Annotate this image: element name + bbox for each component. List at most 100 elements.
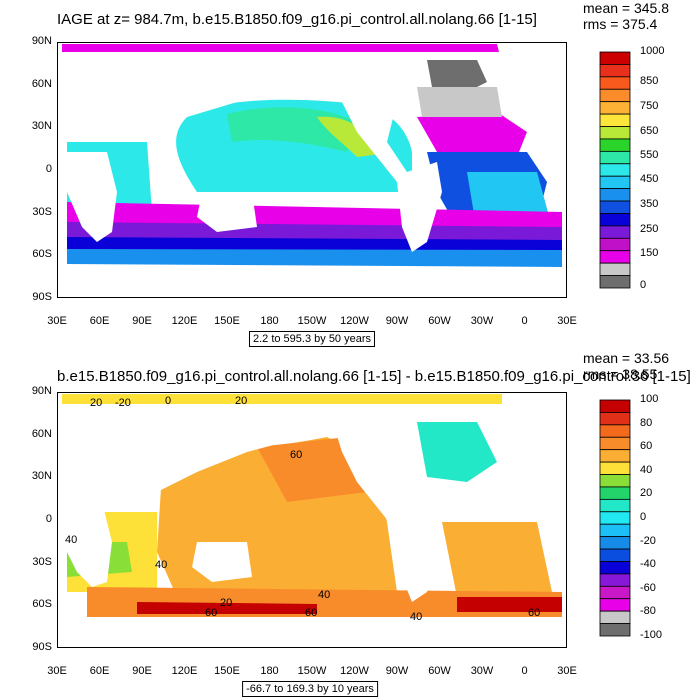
panel-2-x-tick-label: 60E (89, 665, 110, 677)
colorbar-swatch (599, 498, 631, 513)
panel-1-x-tick-label: 60E (89, 315, 110, 327)
panel-2-x-tick-label: 150W (297, 665, 327, 677)
colorbar-swatch (599, 412, 631, 426)
panel-2-y-tick-label: 60S (32, 598, 52, 611)
panel-2-y-tick-label: 30N (31, 470, 52, 483)
colorbar-label: 40 (640, 463, 653, 476)
colorbar-label: 450 (640, 173, 659, 185)
panel-1-x-tick-label: 30E (47, 315, 67, 327)
panel-2-range-label: -66.7 to 169.3 by 10 years (242, 681, 378, 697)
panel-2-y-tick-label: 30S (32, 555, 52, 568)
colorbar-swatch (599, 150, 631, 165)
panel-2-asia (57, 404, 327, 492)
panel-2-title: b.e15.B1850.f09_g16.pi_control.all.nolan… (57, 368, 691, 385)
panel-2-contour-label: 20 (235, 395, 248, 407)
panel-1-x-tick-label: 90W (385, 315, 409, 327)
panel-2-x-tick-label: 60W (428, 665, 451, 677)
panel-2-europe (497, 404, 562, 472)
panel-1-range-label: 2.2 to 595.3 by 50 years (248, 331, 376, 347)
colorbar-label: 100 (640, 393, 659, 405)
colorbar-swatch (599, 126, 631, 140)
colorbar-label: 0 (640, 511, 647, 523)
panel-2-frame (57, 392, 567, 648)
panel-1-y-tick-label: 0 (45, 163, 52, 175)
panel-2-x-tick-label: 90W (385, 665, 409, 677)
panel-2-contour-label: 40 (410, 611, 423, 623)
colorbar-swatch (599, 250, 631, 264)
panel-1-atlantic-north (417, 112, 527, 157)
panel-1-x-tick-label: 30W (470, 315, 494, 327)
colorbar-label: -20 (640, 534, 656, 547)
panel-1-x-tick-label: 150W (297, 315, 327, 327)
panel-2-contour-label: 40 (318, 589, 331, 601)
panel-1-americas (327, 52, 442, 252)
panel-1-y-tick-label: 60S (32, 248, 52, 261)
panel-1-rms: rms = 375.4 (583, 16, 658, 32)
colorbar-swatch (599, 424, 631, 438)
panel-1-title: IAGE at z= 984.7m, b.e15.B1850.f09_g16.p… (57, 11, 537, 28)
panel-1-y-tick-label: 30S (32, 205, 52, 218)
panel-2-antarctica (57, 617, 567, 648)
colorbar-label: 750 (640, 100, 659, 112)
panel-1-frame (57, 42, 567, 298)
panel-2-x-tick-label: 90E (132, 665, 152, 677)
panel-2-pacific-north (257, 437, 367, 502)
panel-2-y-tick-label: 90S (32, 641, 52, 653)
colorbar-swatch (599, 138, 631, 152)
panel-2-africa (57, 502, 112, 587)
colorbar-swatch (599, 548, 631, 562)
panel-1-x-tick-label: 60W (428, 315, 451, 327)
panel-2-x-tick-label: 30E (47, 665, 67, 677)
colorbar-swatch (599, 461, 631, 475)
panel-1-x-tick-label: 90E (132, 315, 152, 327)
panel-2-x-tick-label: 0 (521, 665, 528, 677)
panel-2-contour-label: 20 (220, 597, 233, 609)
colorbar-label: 350 (640, 198, 659, 210)
panel-2-rms: rms = 38.55 (583, 366, 658, 382)
panel-1-antarctica (57, 267, 567, 298)
colorbar-swatch (599, 262, 631, 276)
panel-2-x-tick-label: 150E (214, 665, 240, 677)
colorbar-swatch (599, 573, 631, 587)
panel-1-pacific-nw (317, 116, 382, 157)
panel-2-contour-label: 60 (528, 607, 541, 619)
panel-1-europe (497, 52, 562, 112)
panel-2-atlantic-south (442, 522, 552, 597)
colorbar-label: 20 (640, 487, 653, 500)
panel-1-australia (197, 192, 257, 232)
colorbar-swatch (599, 623, 631, 637)
colorbar-swatch (599, 163, 631, 177)
colorbar-swatch (599, 200, 631, 214)
panel-1-x-tick-label: 0 (521, 315, 528, 327)
colorbar-label: -40 (640, 558, 656, 571)
panel-2-y-tick-label: 90N (31, 385, 52, 397)
panel-1-asia (57, 52, 327, 142)
panel-2-arctic-strip (62, 394, 502, 404)
colorbar-swatch (599, 610, 631, 624)
panel-1-y-tick-label: 90N (31, 35, 52, 47)
panel-1-mean: mean = 345.8 (583, 0, 670, 16)
colorbar-swatch (599, 213, 631, 227)
panel-2-map (57, 392, 567, 648)
colorbar-label: 0 (640, 279, 647, 291)
panel-1-labrador (417, 87, 502, 117)
colorbar-label: 60 (640, 440, 653, 453)
panel-2-contour-label: 40 (155, 559, 168, 571)
colorbar-swatch (599, 561, 631, 575)
colorbar-swatch (599, 188, 631, 202)
colorbar-label: 150 (640, 247, 659, 259)
colorbar-swatch (599, 225, 631, 239)
colorbar-label: -80 (640, 605, 656, 618)
colorbar-swatch (599, 113, 631, 127)
colorbar-swatch (599, 449, 631, 463)
colorbar-swatch (599, 436, 631, 451)
panel-1-y-tick-label: 30N (31, 120, 52, 133)
colorbar-swatch (599, 51, 631, 65)
panel-2-contour-label: 0 (165, 395, 172, 407)
panel-2-australia (192, 542, 252, 582)
panel-1-x-tick-label: 180 (260, 315, 279, 327)
colorbar-label: 550 (640, 149, 659, 161)
colorbar-label: 250 (640, 223, 659, 235)
panel-1-map (57, 42, 567, 298)
panel-2-y-tick-label: 60N (31, 427, 52, 440)
